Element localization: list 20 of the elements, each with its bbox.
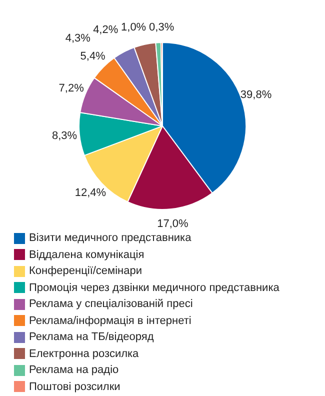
legend-label: Реклама/інформація в інтернеті: [29, 314, 192, 327]
legend-label: Електронна розсилка: [29, 348, 139, 360]
data-label: 1,0%: [121, 22, 146, 34]
legend-label: Реклама на ТБ/відеоряд: [29, 331, 154, 344]
legend-label: Віддалена комунікація: [29, 248, 144, 261]
legend-label: Реклама на радіо: [29, 364, 119, 376]
legend-label: Конференції/семінари: [29, 265, 142, 278]
data-label: 0,3%: [149, 22, 174, 34]
data-label: 7,2%: [58, 82, 84, 95]
data-label: 39,8%: [240, 89, 272, 102]
legend-label: Реклама у спеціалізованій пресі: [29, 298, 193, 310]
legend-label: Візити медичного представника: [29, 232, 192, 244]
legend-label: Поштові розсилки: [29, 380, 120, 393]
legend-label: Промоція через дзвінки медичного представника: [29, 282, 280, 294]
data-label: 8,3%: [52, 130, 78, 142]
data-label: 4,3%: [65, 32, 91, 45]
data-label: 17,0%: [157, 218, 189, 230]
data-label: 12,4%: [74, 187, 106, 200]
data-label: 5,4%: [80, 50, 106, 62]
data-label: 4,2%: [93, 24, 118, 36]
